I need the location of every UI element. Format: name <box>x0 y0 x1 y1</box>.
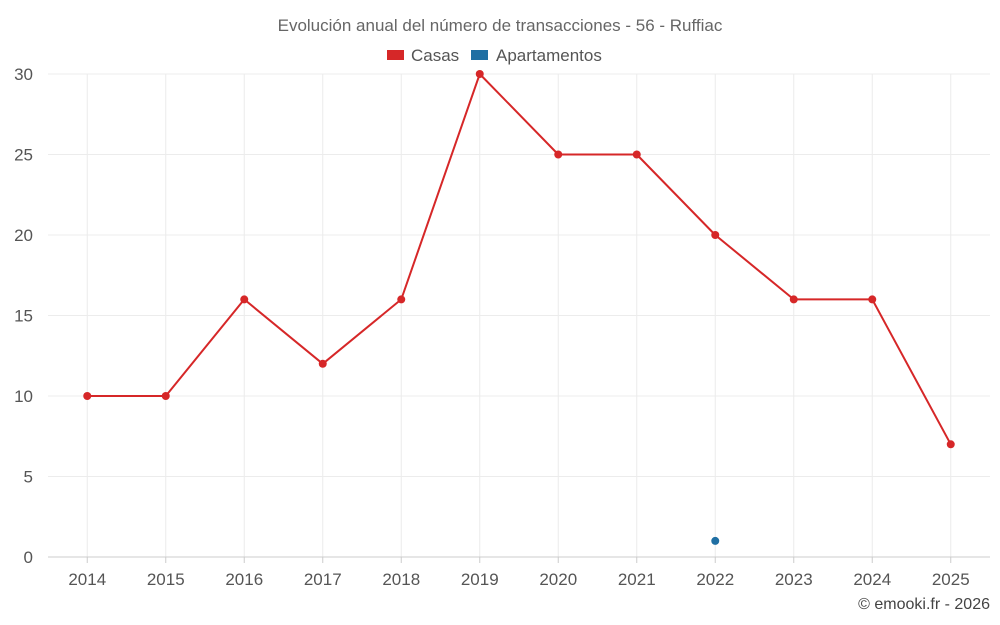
x-tick-label-2024: 2024 <box>853 570 891 589</box>
x-axis-ticks: 2014 2015 2016 2017 2018 2019 2020 2021 2022 2023… <box>68 557 970 589</box>
x-tick-label-2022: 2022 <box>696 570 734 589</box>
data-point-casas-2023[interactable] <box>789 295 798 304</box>
y-tick-label-30: 30 <box>14 65 33 84</box>
legend-item-casas[interactable]: Casas <box>387 46 459 65</box>
x-tick-label-2017: 2017 <box>304 570 342 589</box>
data-point-apartamentos-2022[interactable] <box>711 536 720 545</box>
data-point-casas-2014[interactable] <box>83 392 92 400</box>
data-point-casas-2024[interactable] <box>868 295 877 304</box>
legend-item-apartamentos[interactable]: Apartamentos <box>471 46 602 65</box>
x-tick-label-2019: 2019 <box>461 570 499 589</box>
legend-label-casas: Casas <box>411 46 459 65</box>
data-point-casas-2020[interactable] <box>554 150 563 159</box>
y-axis-ticks: 0 5 10 15 20 25 30 <box>14 65 33 567</box>
x-tick-label-2015: 2015 <box>147 570 185 589</box>
chart-title: Evolución anual del número de transaccio… <box>278 16 723 35</box>
legend-swatch-apartamentos <box>471 50 488 60</box>
legend: Casas Apartamentos <box>387 46 602 65</box>
x-tick-label-2016: 2016 <box>225 570 263 589</box>
x-tick-label-2021: 2021 <box>618 570 656 589</box>
series-layer <box>83 70 955 545</box>
data-point-casas-2022[interactable] <box>711 231 720 239</box>
x-tick-label-2023: 2023 <box>775 570 813 589</box>
x-tick-label-2025: 2025 <box>932 570 970 589</box>
y-tick-label-10: 10 <box>14 387 33 406</box>
credit-text: © emooki.fr - 2026 <box>858 596 990 613</box>
x-tick-label-2014: 2014 <box>68 570 106 589</box>
x-tick-label-2018: 2018 <box>382 570 420 589</box>
data-point-casas-2025[interactable] <box>946 440 955 449</box>
y-tick-label-25: 25 <box>14 146 33 165</box>
y-tick-label-5: 5 <box>24 468 33 487</box>
data-point-casas-2021[interactable] <box>632 150 641 159</box>
data-point-casas-2015[interactable] <box>161 392 170 400</box>
grid <box>48 73 990 558</box>
data-point-casas-2017[interactable] <box>318 359 327 368</box>
data-point-casas-2019[interactable] <box>475 70 484 78</box>
y-tick-label-0: 0 <box>24 548 33 567</box>
series-line-casas <box>87 73 952 445</box>
legend-label-apartamentos: Apartamentos <box>496 46 602 65</box>
data-point-casas-2016[interactable] <box>240 295 249 304</box>
legend-swatch-casas <box>387 50 404 60</box>
data-point-casas-2018[interactable] <box>397 295 406 304</box>
y-tick-label-20: 20 <box>14 226 33 245</box>
x-tick-label-2020: 2020 <box>539 570 577 589</box>
y-tick-label-15: 15 <box>14 307 33 326</box>
